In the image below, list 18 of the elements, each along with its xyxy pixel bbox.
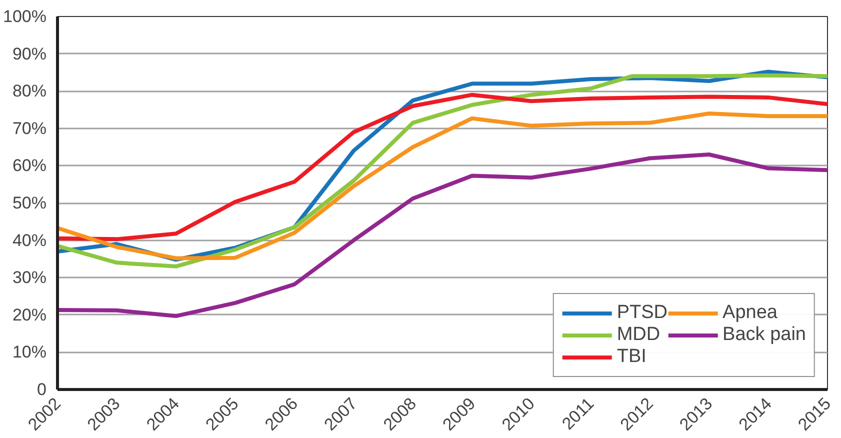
- y-tick-label: 70%: [12, 118, 47, 138]
- y-tick-label: 60%: [12, 156, 47, 176]
- line-series: [58, 111, 828, 260]
- legend-label: TBI: [616, 346, 646, 368]
- y-tick-label: 10%: [12, 342, 47, 362]
- line-series: [58, 92, 828, 242]
- y-tick-label: 30%: [12, 268, 47, 288]
- y-tick-label: 80%: [12, 82, 47, 101]
- legend-label: PTSD: [616, 302, 668, 324]
- y-tick-label: 40%: [12, 230, 47, 250]
- legend-label: Back pain: [722, 324, 806, 346]
- legend-label: Apnea: [722, 302, 778, 324]
- y-tick-label: 0: [37, 380, 47, 399]
- y-tick-label: 100%: [3, 7, 47, 26]
- y-tick-label: 20%: [12, 305, 47, 324]
- y-tick-label: 50%: [12, 194, 47, 212]
- y-tick-label: 90%: [12, 44, 47, 64]
- legend-label: MDD: [616, 324, 660, 346]
